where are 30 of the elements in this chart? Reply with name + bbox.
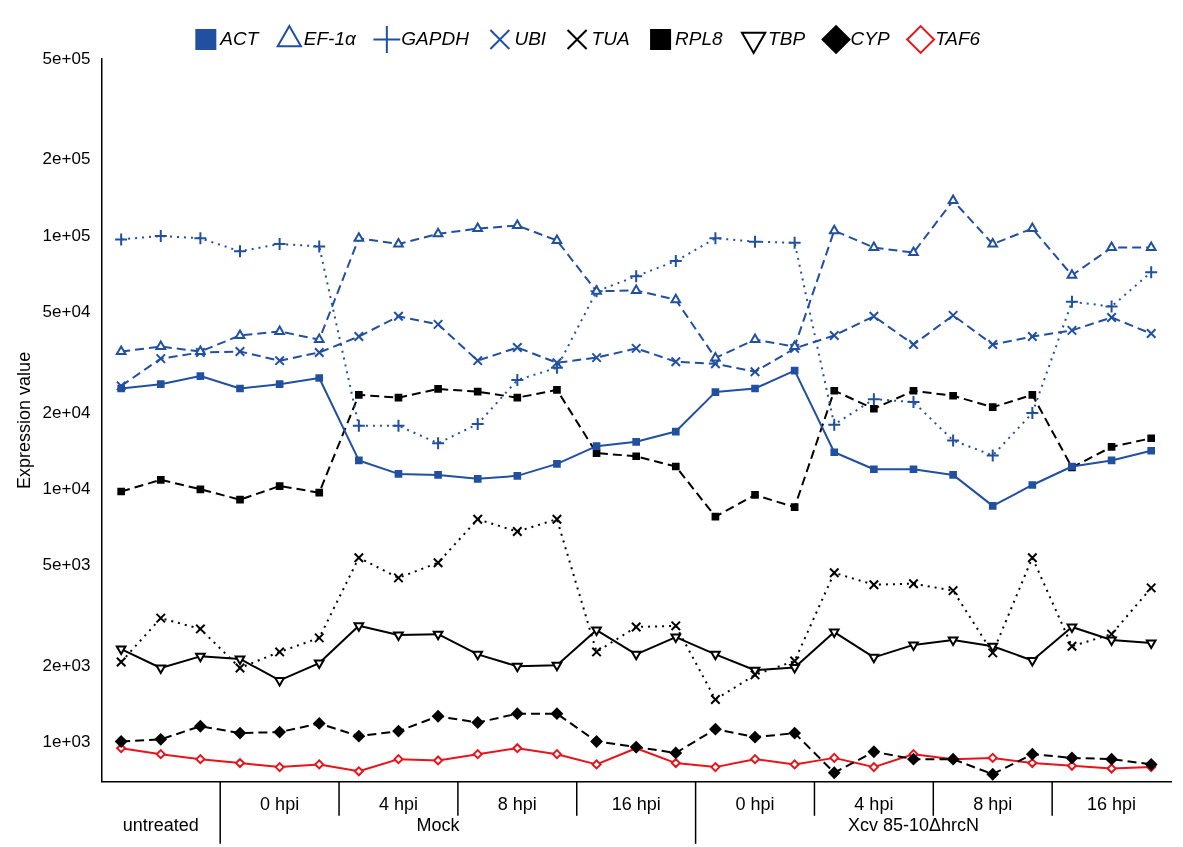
x-tick-label: 16 hpi [1087,793,1137,814]
y-tick-label: 2e+04 [42,402,91,422]
x-tick-label: 0 hpi [260,793,300,814]
y-tick-label: 2e+05 [42,149,91,169]
x-tick-label: 8 hpi [497,793,537,814]
y-tick-label: 2e+03 [42,656,91,676]
x-tick-label: untreated [122,815,199,836]
legend-label: TAF6 [935,27,981,49]
x-tick-label: 4 hpi [378,793,418,814]
legend-label: RPL8 [675,27,724,49]
y-tick-label: 1e+04 [42,478,91,498]
legend-label: TBP [768,27,806,49]
x-tick-label: 8 hpi [973,793,1013,814]
y-tick-label: 5e+05 [42,48,91,68]
y-tick-label: 1e+03 [42,732,91,752]
legend-label: ACT [219,27,260,49]
x-tick-label: 4 hpi [854,793,894,814]
y-tick-label: 1e+05 [42,225,91,245]
x-tick-label: Xcv 85-10ΔhrcN [847,815,980,836]
legend-label: TUA [591,27,630,49]
y-tick-label: 5e+03 [42,555,91,575]
legend-label: GAPDH [401,27,470,49]
y-tick-label: 5e+04 [42,301,91,321]
x-tick-label: 0 hpi [735,793,775,814]
legend-label: CYP [850,27,890,49]
legend-label: UBI [514,27,547,49]
legend-label: EF-1α [303,27,357,49]
y-axis-title: Expression value [13,351,34,489]
x-tick-label: Mock [416,815,461,836]
x-tick-label: 16 hpi [611,793,661,814]
